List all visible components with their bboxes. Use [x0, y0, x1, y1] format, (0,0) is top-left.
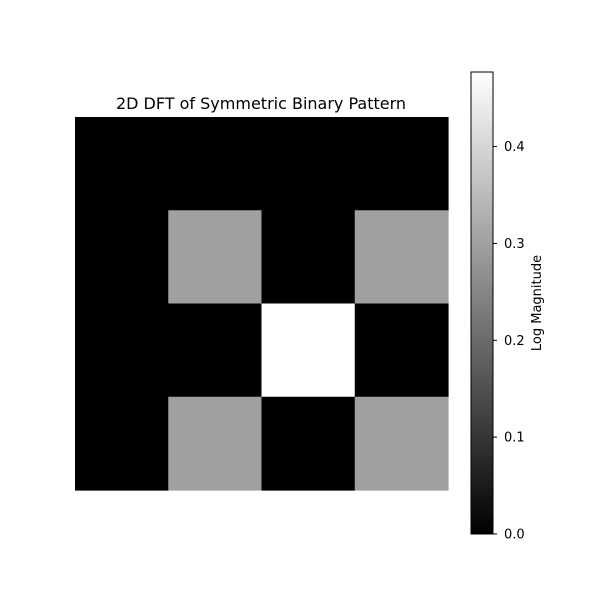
colorbar-ticks: 0.0 0.1 0.2 0.3 0.4: [493, 140, 525, 543]
heatmap-cell-r3-c0: [75, 396, 169, 491]
heatmap-cell-r2-c3: [354, 303, 449, 398]
colorbar-tick-label: 0.1: [504, 431, 525, 446]
heatmap-cell-r2-c2: [261, 303, 356, 398]
heatmap-cell-r1-c2: [261, 210, 356, 305]
heatmap-cell-r3-c3: [354, 396, 449, 491]
heatmap-cell-r3-c1: [168, 396, 263, 491]
heatmap-cell-r1-c1: [168, 210, 263, 305]
heatmap-cell-r0-c1: [168, 117, 263, 211]
heatmap-cell-r0-c3: [354, 117, 449, 211]
heatmap-cell-r1-c0: [75, 210, 169, 305]
colorbar-tick-label: 0.2: [504, 334, 525, 349]
colorbar: 0.0 0.1 0.2 0.3 0.4 Log Magnitude: [470, 71, 545, 543]
heatmap-cell-r0-c2: [261, 117, 356, 211]
heatmap-cell-r2-c0: [75, 303, 169, 398]
colorbar-gradient-bar: [470, 71, 494, 535]
colorbar-tick-label: 0.0: [504, 528, 525, 543]
heatmap-cell-r1-c3: [354, 210, 449, 305]
heatmap-cell-r2-c1: [168, 303, 263, 398]
colorbar-tick-label: 0.4: [504, 140, 525, 155]
colorbar-tick-label: 0.3: [504, 237, 525, 252]
colorbar-label: Log Magnitude: [530, 255, 545, 351]
heatmap-cell-r3-c2: [261, 396, 356, 491]
heatmap-cells: [75, 117, 449, 491]
chart-title: 2D DFT of Symmetric Binary Pattern: [116, 94, 406, 113]
heatmap-cell-r0-c0: [75, 117, 169, 211]
